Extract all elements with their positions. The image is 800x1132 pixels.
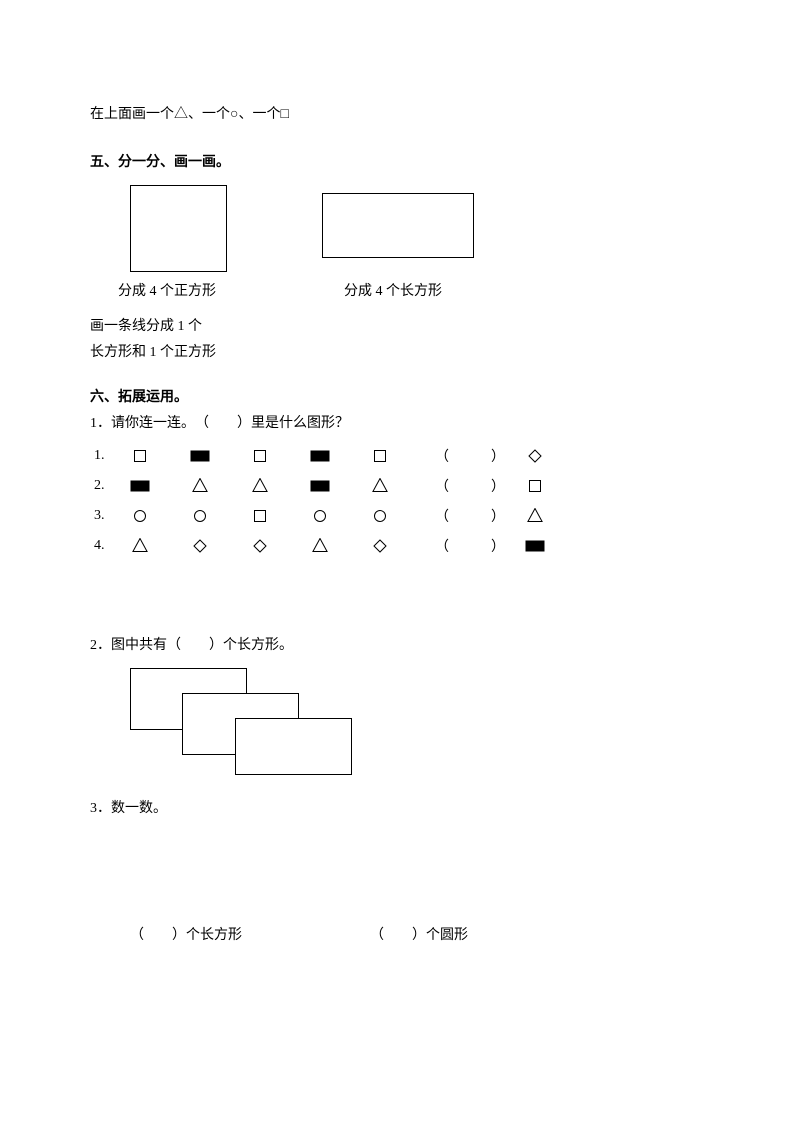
row-number: 3. — [94, 508, 130, 524]
q3-text: 3．数一数。 — [90, 798, 710, 820]
row-number: 1. — [94, 448, 130, 464]
empty-square-icon — [525, 478, 545, 494]
pattern-cell — [310, 448, 370, 464]
diamond-icon — [370, 538, 390, 554]
triangle-icon — [310, 538, 330, 554]
pattern-cell — [250, 538, 310, 554]
intro-instruction: 在上面画一个△、一个○、一个□ — [90, 104, 710, 126]
empty-square-icon — [250, 508, 270, 524]
pattern-cell — [190, 538, 250, 554]
caption-squares: 分成 4 个正方形 — [118, 280, 298, 300]
pattern-row: 3. （ ） — [94, 501, 710, 531]
overlap-rect-3 — [235, 718, 352, 775]
circle-icon — [370, 508, 390, 524]
pattern-cell — [370, 448, 430, 464]
overlapping-rectangles — [130, 668, 410, 788]
filled-rect-icon — [310, 448, 330, 464]
blank-paren: （ ） — [430, 476, 510, 496]
triangle-icon — [190, 478, 210, 494]
diamond-icon — [190, 538, 210, 554]
pattern-cell — [190, 508, 250, 524]
pattern-table: 1. （ ） 2. （ ） 3. （ ） 4. （ ） — [94, 441, 710, 561]
circle-icon — [310, 508, 330, 524]
triangle-icon — [525, 508, 545, 524]
big-square — [130, 185, 227, 272]
pattern-cell — [130, 448, 190, 464]
count-circles: （ ）个圆形 — [370, 924, 570, 944]
filled-rect-icon — [525, 538, 545, 554]
pattern-cell — [310, 538, 370, 554]
circle-icon — [190, 508, 210, 524]
empty-square-icon — [370, 448, 390, 464]
pattern-cell — [370, 538, 430, 554]
pattern-row: 1. （ ） — [94, 441, 710, 471]
pattern-cell — [370, 478, 430, 494]
filled-rect-icon — [190, 448, 210, 464]
blank-paren: （ ） — [430, 536, 510, 556]
row-end-shape — [510, 448, 560, 464]
section6-title: 六、拓展运用。 — [90, 387, 710, 409]
triangle-icon — [250, 478, 270, 494]
empty-square-icon — [250, 448, 270, 464]
row-end-shape — [510, 538, 560, 554]
section5-title: 五、分一分、画一画。 — [90, 152, 710, 174]
line-task-2: 长方形和 1 个正方形 — [90, 342, 710, 364]
section5-shapes — [130, 185, 710, 272]
row-end-shape — [510, 478, 560, 494]
q1-intro: 1．请你连一连。 （ ）里是什么图形？ — [90, 413, 710, 435]
triangle-icon — [130, 538, 150, 554]
row-number: 4. — [94, 538, 130, 554]
circle-icon — [130, 508, 150, 524]
caption-rects: 分成 4 个长方形 — [344, 280, 524, 300]
pattern-cell — [370, 508, 430, 524]
pattern-cell — [310, 478, 370, 494]
diamond-icon — [250, 538, 270, 554]
pattern-cell — [130, 478, 190, 494]
blank-paren: （ ） — [430, 446, 510, 466]
row-end-shape — [510, 508, 560, 524]
line-task-1: 画一条线分成 1 个 — [90, 316, 710, 338]
pattern-cell — [250, 508, 310, 524]
diamond-icon — [525, 448, 545, 464]
pattern-cell — [190, 448, 250, 464]
filled-rect-icon — [310, 478, 330, 494]
pattern-cell — [130, 508, 190, 524]
pattern-cell — [250, 478, 310, 494]
pattern-cell — [190, 478, 250, 494]
pattern-cell — [310, 508, 370, 524]
pattern-row: 4. （ ） — [94, 531, 710, 561]
pattern-row: 2. （ ） — [94, 471, 710, 501]
triangle-icon — [370, 478, 390, 494]
big-rectangle — [322, 193, 474, 258]
pattern-cell — [130, 538, 190, 554]
row-number: 2. — [94, 478, 130, 494]
count-rectangles: （ ）个长方形 — [130, 924, 370, 944]
q2-text: 2．图中共有（ ）个长方形。 — [90, 635, 710, 657]
pattern-cell — [250, 448, 310, 464]
blank-paren: （ ） — [430, 506, 510, 526]
empty-square-icon — [130, 448, 150, 464]
filled-rect-icon — [130, 478, 150, 494]
